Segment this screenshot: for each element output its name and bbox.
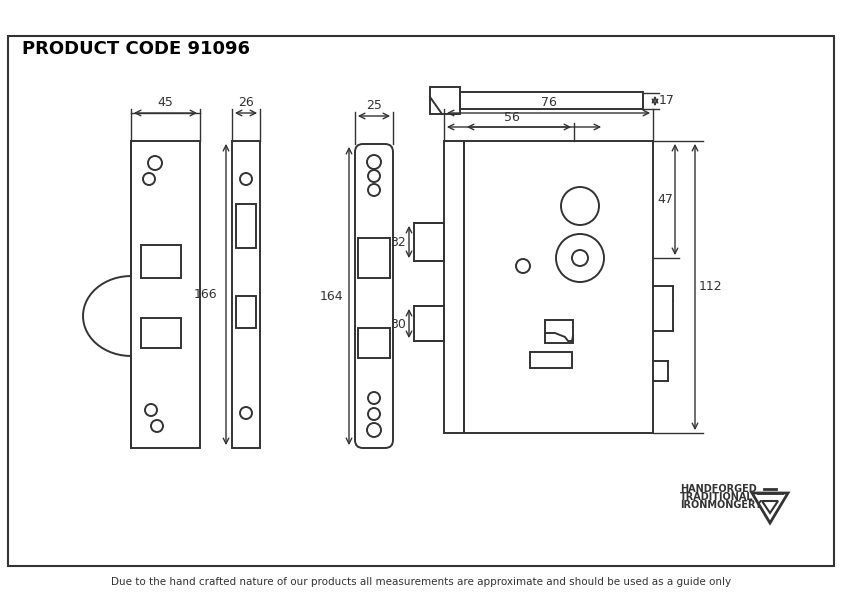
- Text: TRADITIONAL: TRADITIONAL: [680, 492, 754, 502]
- Text: 30: 30: [390, 318, 406, 331]
- Bar: [430, 87, 460, 114]
- Text: 166: 166: [194, 288, 217, 301]
- Bar: [460, 92, 643, 109]
- Text: 45: 45: [157, 96, 173, 109]
- Bar: [8, 36, 834, 566]
- Bar: [141, 245, 181, 278]
- Bar: [232, 141, 260, 448]
- Text: 25: 25: [366, 99, 382, 112]
- Bar: [141, 318, 181, 348]
- Bar: [236, 296, 256, 328]
- Text: 164: 164: [319, 290, 343, 303]
- Bar: [545, 320, 573, 343]
- Text: Due to the hand crafted nature of our products all measurements are approximate : Due to the hand crafted nature of our pr…: [111, 577, 731, 587]
- Bar: [358, 328, 390, 358]
- Bar: [236, 204, 256, 248]
- Bar: [414, 306, 444, 341]
- Bar: [358, 238, 390, 278]
- Text: 112: 112: [699, 281, 722, 293]
- Bar: [530, 352, 572, 368]
- Bar: [444, 141, 464, 433]
- Bar: [131, 141, 200, 448]
- Text: 26: 26: [238, 96, 254, 109]
- Bar: [414, 223, 444, 261]
- Text: 47: 47: [657, 193, 673, 206]
- Text: HANDFORGED: HANDFORGED: [680, 484, 757, 494]
- Text: 76: 76: [541, 96, 557, 109]
- Text: 17: 17: [659, 95, 675, 107]
- Text: PRODUCT CODE 91096: PRODUCT CODE 91096: [22, 40, 250, 58]
- Text: 32: 32: [390, 235, 406, 249]
- Text: IRONMONGERY: IRONMONGERY: [680, 500, 762, 510]
- Text: 56: 56: [504, 111, 520, 124]
- Bar: [464, 141, 653, 433]
